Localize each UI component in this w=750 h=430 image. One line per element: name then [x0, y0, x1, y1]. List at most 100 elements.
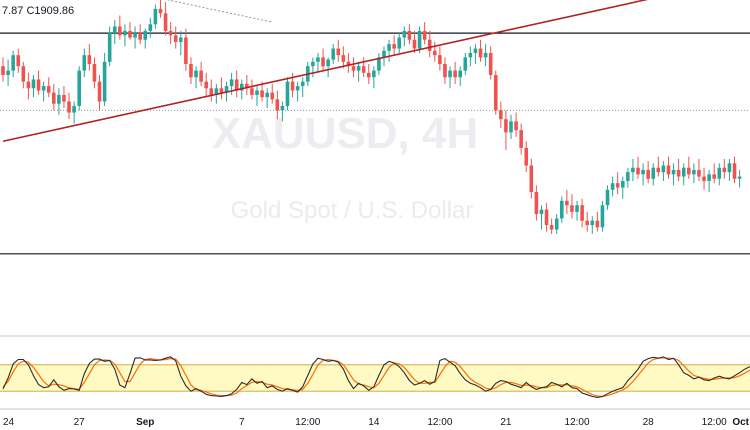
candle-body	[326, 59, 330, 67]
candle	[377, 52, 381, 76]
candle	[36, 70, 41, 95]
candle	[488, 46, 493, 80]
candle-body	[173, 35, 178, 42]
candle-body	[138, 33, 142, 40]
candle-body	[143, 30, 148, 40]
candle-body	[463, 57, 468, 71]
candle	[697, 158, 701, 181]
candle	[646, 161, 650, 184]
candle-body	[458, 70, 462, 78]
candle-body	[351, 66, 356, 71]
candle-body	[722, 167, 727, 173]
candle-body	[397, 37, 402, 49]
candle	[524, 141, 529, 173]
candle-body	[585, 220, 589, 226]
candle	[671, 163, 676, 186]
candle-body	[473, 48, 478, 53]
x-tick-label: 12:00	[565, 417, 590, 428]
candle	[397, 33, 402, 53]
candle	[417, 26, 422, 53]
candle-body	[727, 163, 732, 173]
candle-body	[300, 81, 305, 87]
candle-body	[82, 55, 87, 71]
candle-body	[661, 165, 666, 173]
candle-body	[427, 39, 432, 51]
candle-body	[671, 169, 676, 175]
candle	[16, 48, 21, 73]
candle	[422, 22, 427, 45]
candle	[6, 59, 10, 87]
candle-body	[62, 94, 66, 102]
candle-body	[529, 165, 534, 192]
candle-body	[407, 30, 412, 40]
candle	[199, 61, 203, 87]
candle	[631, 158, 635, 181]
candle	[194, 66, 198, 89]
candle-body	[250, 88, 254, 95]
candle-body	[438, 55, 442, 64]
candle-body	[626, 172, 630, 181]
x-axis: 24 27 Sep 7 12:00 14 12:00 21 12:00 28 12:00 Oct	[3, 417, 750, 428]
candle-body	[488, 52, 493, 76]
candle-body	[189, 64, 193, 78]
candle-body	[255, 90, 259, 95]
ohlc-readout: 7.87 C1909.86	[2, 5, 74, 17]
candle-body	[153, 8, 158, 25]
candle-body	[377, 57, 381, 71]
candle-body	[681, 167, 686, 177]
candle-body	[224, 86, 229, 93]
candle	[707, 169, 711, 192]
x-tick-label: 12:00	[295, 417, 320, 428]
candle-body	[615, 183, 620, 188]
candle-body	[97, 81, 102, 102]
candle-body	[356, 66, 361, 71]
candle-body	[509, 121, 513, 133]
candle	[468, 46, 473, 67]
candle	[351, 57, 356, 78]
candle	[209, 79, 214, 102]
candle-body	[499, 110, 503, 120]
candle	[62, 86, 66, 109]
candle-body	[676, 169, 681, 177]
candle	[585, 211, 589, 232]
candle	[118, 15, 122, 40]
candle	[727, 158, 732, 181]
candle-body	[524, 147, 529, 166]
candle-body	[41, 86, 46, 91]
candle	[285, 77, 290, 111]
candle-body	[1, 66, 5, 76]
candle	[620, 176, 625, 199]
candle	[514, 112, 518, 137]
candle	[681, 163, 686, 186]
candle-body	[595, 220, 600, 228]
candle-body	[31, 79, 36, 89]
candle-body	[260, 90, 264, 98]
candle-body	[605, 189, 610, 206]
candle	[372, 66, 376, 89]
candle-body	[514, 121, 518, 131]
candle-body	[72, 105, 76, 113]
candle	[676, 158, 681, 181]
candle	[453, 61, 457, 84]
candle	[493, 70, 498, 115]
candle	[636, 156, 640, 179]
x-tick-label: 14	[368, 417, 380, 428]
x-tick-label: 24	[3, 417, 15, 428]
candle-body	[702, 176, 706, 181]
candle	[46, 77, 51, 98]
candle	[102, 52, 107, 106]
candle-body	[478, 48, 483, 58]
candle	[326, 57, 330, 78]
watermark-symbol: XAUUSD, 4H	[212, 109, 479, 158]
candle-body	[737, 176, 742, 179]
candle	[346, 52, 351, 73]
descending-dotted-trendline	[165, 0, 273, 23]
candle-body	[504, 119, 508, 133]
candle	[123, 24, 127, 47]
candle-body	[392, 44, 396, 49]
candle	[92, 57, 97, 89]
candle	[321, 48, 325, 71]
candle	[112, 19, 117, 45]
candle-body	[265, 92, 269, 98]
ascending-trendline	[2, 0, 649, 143]
